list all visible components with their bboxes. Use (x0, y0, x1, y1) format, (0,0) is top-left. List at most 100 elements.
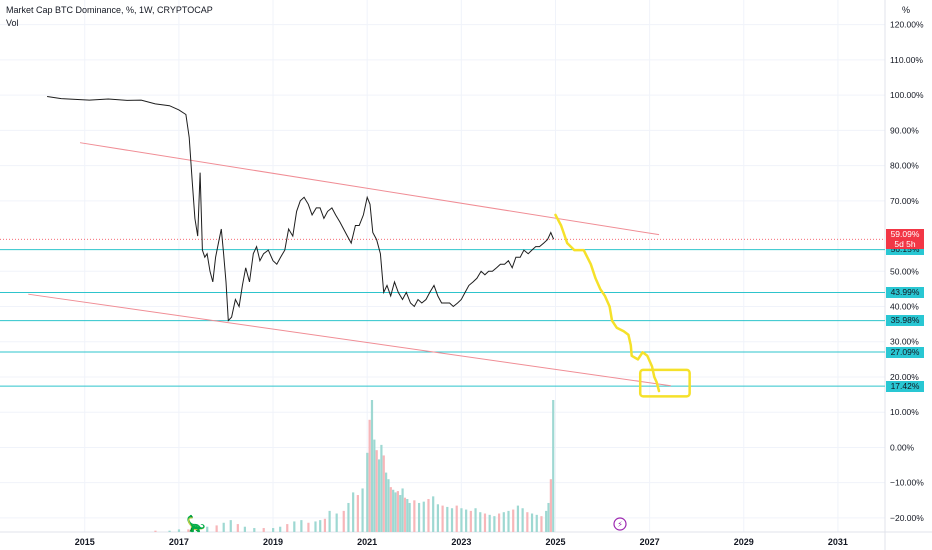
volume-bar (300, 520, 303, 532)
volume-bar (323, 518, 327, 532)
volume-bar (469, 510, 472, 532)
volume-bar (488, 514, 491, 532)
volume-bar (387, 479, 390, 532)
y-tick-label: 120.00% (890, 20, 924, 30)
y-tick-label: 100.00% (890, 90, 924, 100)
volume-bar (403, 497, 407, 532)
lightning-event-icon (613, 517, 627, 531)
volume-bar (370, 400, 374, 532)
volume-bar (328, 510, 331, 532)
volume-bar (389, 487, 392, 532)
level-price-badge: 35.98% (886, 315, 924, 327)
volume-bar (272, 528, 275, 532)
volume-bar (385, 472, 388, 532)
y-tick-label: 40.00% (890, 302, 919, 312)
x-tick-label: 2015 (75, 537, 95, 547)
volume-bar (253, 528, 256, 532)
y-tick-label: 90.00% (890, 125, 919, 135)
volume-bar (526, 512, 529, 532)
volume-bar (450, 508, 454, 532)
y-tick-label: 10.00% (890, 407, 919, 417)
volume-bar (347, 502, 350, 532)
y-tick-label: 30.00% (890, 337, 919, 347)
volume-bar (408, 502, 411, 532)
volume-bar (279, 526, 282, 532)
volume-bar (547, 502, 550, 532)
tradingview-logo-icon: 🦕 (186, 514, 206, 533)
volume-bar (436, 504, 439, 532)
y-tick-label: −10.00% (890, 478, 924, 488)
volume-bar (392, 489, 395, 532)
volume-bar (479, 512, 482, 532)
volume-bar (356, 495, 359, 532)
volume-bar (352, 492, 355, 532)
y-tick-label: 20.00% (890, 372, 919, 382)
volume-bar (507, 510, 510, 532)
volume-bar (413, 500, 416, 532)
volume-bar (406, 499, 409, 532)
current-price-badge: 59.09% 5d 5h (886, 229, 924, 250)
volume-bar (394, 492, 397, 532)
volume-bar (427, 499, 430, 532)
volume-bar (380, 444, 383, 532)
volume-bar (474, 508, 477, 532)
x-tick-label: 2019 (263, 537, 283, 547)
volume-bar (368, 419, 371, 532)
volume-bar (177, 529, 181, 532)
volume-bar (460, 508, 463, 532)
volume-bar (549, 479, 552, 532)
volume-bar (206, 526, 209, 532)
volume-bar (366, 452, 369, 532)
volume-bar (382, 455, 385, 532)
volume-bar (446, 506, 449, 532)
volume-bar (196, 528, 199, 532)
level-price-badge: 17.42% (886, 380, 924, 392)
volume-bar (441, 505, 444, 532)
volume-bar (502, 512, 505, 532)
volume-bar (432, 496, 435, 532)
y-tick-label: 0.00% (890, 442, 915, 452)
volume-bar (361, 488, 364, 532)
volume-label: Vol (6, 18, 19, 28)
volume-bar (229, 520, 232, 532)
x-tick-label: 2023 (451, 537, 471, 547)
lightning-event-glyph: ⚡ (617, 520, 623, 529)
x-tick-label: 2021 (357, 537, 377, 547)
volume-bar (455, 505, 458, 532)
volume-bar (319, 520, 322, 532)
y-tick-label: 70.00% (890, 196, 919, 206)
volume-bar (377, 459, 381, 532)
x-tick-label: 2027 (640, 537, 660, 547)
volume-bar (293, 521, 296, 532)
volume-bar (552, 400, 555, 532)
level-price-badge: 43.99% (886, 286, 924, 298)
channel-trendline (28, 293, 671, 387)
bar-countdown: 5d 5h (894, 239, 916, 250)
x-tick-label: 2017 (169, 537, 189, 547)
level-price-badge: 27.09% (886, 346, 924, 358)
volume-bar (497, 513, 501, 532)
volume-bar (375, 450, 378, 532)
volume-bar (154, 530, 157, 532)
volume-bar (493, 516, 496, 532)
volume-bar (286, 524, 289, 532)
volume-bar (521, 508, 524, 532)
volume-bar (422, 501, 425, 532)
volume-bar (540, 516, 543, 532)
volume-bar (342, 510, 345, 532)
volume-bar (373, 439, 376, 532)
volume-bar (516, 505, 520, 532)
current-price-value: 59.09% (890, 229, 920, 240)
dominance-price-line (47, 96, 555, 322)
axis-unit-label: % (901, 5, 910, 15)
volume-bar (483, 513, 487, 532)
volume-bar (215, 525, 218, 532)
volume-bar (335, 513, 338, 532)
volume-bar (168, 530, 171, 532)
volume-bar (535, 514, 538, 532)
y-tick-label: 50.00% (890, 266, 919, 276)
volume-bar (401, 488, 404, 532)
volume-bar (465, 509, 468, 532)
